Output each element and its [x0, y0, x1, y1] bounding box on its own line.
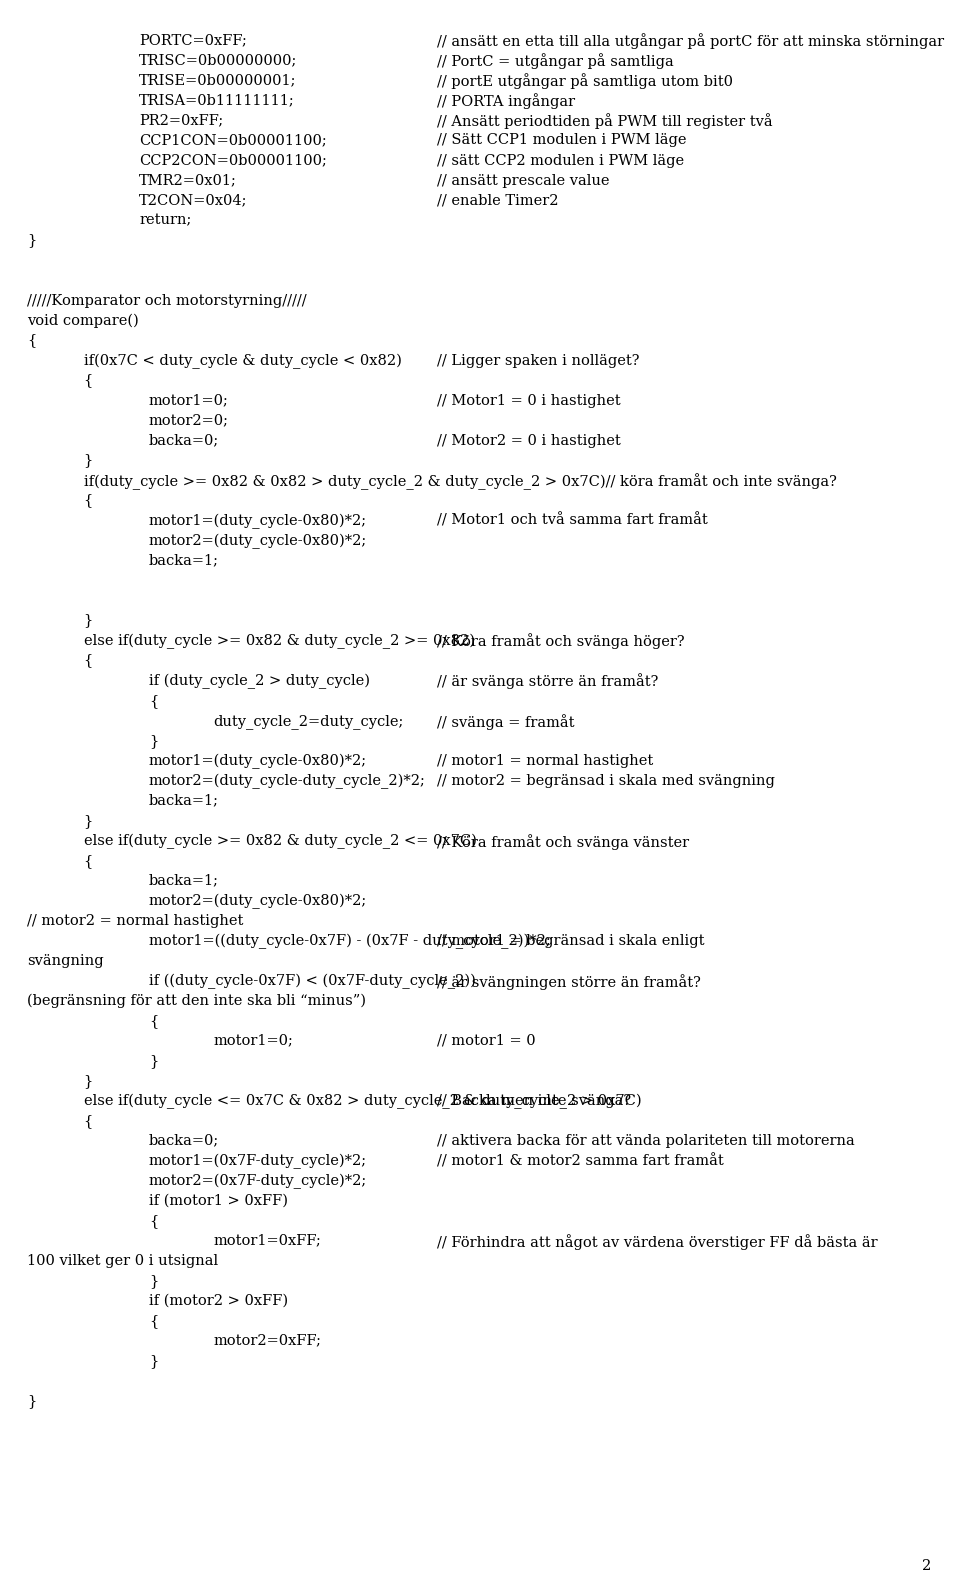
- Text: // motor1 = normal hastighet: // motor1 = normal hastighet: [437, 754, 653, 768]
- Text: backa=1;: backa=1;: [149, 794, 219, 808]
- Text: // enable Timer2: // enable Timer2: [437, 193, 559, 207]
- Text: // motor1 = begränsad i skala enligt: // motor1 = begränsad i skala enligt: [437, 934, 705, 948]
- Text: motor1=((duty_cycle-0x7F) - (0x7F - duty_cycle_2))*2;: motor1=((duty_cycle-0x7F) - (0x7F - duty…: [149, 934, 550, 948]
- Text: /////Komparator och motorstyrning/////: /////Komparator och motorstyrning/////: [27, 293, 306, 308]
- Text: // PortC = utgångar på samtliga: // PortC = utgångar på samtliga: [437, 54, 674, 70]
- Text: backa=0;: backa=0;: [149, 1133, 219, 1148]
- Text: // Köra framåt och svänga vänster: // Köra framåt och svänga vänster: [437, 834, 689, 850]
- Text: backa=1;: backa=1;: [149, 553, 219, 567]
- Text: // Förhindra att något av värdena överstiger FF då bästa är: // Förhindra att något av värdena överst…: [437, 1234, 877, 1250]
- Text: }: }: [84, 614, 93, 628]
- Text: // ansätt en etta till alla utgångar på portC för att minska störningar: // ansätt en etta till alla utgångar på …: [437, 33, 944, 49]
- Text: PORTC=0xFF;: PORTC=0xFF;: [139, 33, 247, 48]
- Text: motor2=(duty_cycle-duty_cycle_2)*2;: motor2=(duty_cycle-duty_cycle_2)*2;: [149, 773, 425, 789]
- Text: {: {: [149, 693, 158, 708]
- Text: // sätt CCP2 modulen i PWM läge: // sätt CCP2 modulen i PWM läge: [437, 153, 684, 167]
- Text: }: }: [84, 454, 93, 467]
- Text: // motor2 = normal hastighet: // motor2 = normal hastighet: [27, 913, 243, 928]
- Text: else if(duty_cycle <= 0x7C & 0x82 > duty_cycle_2 & duty_cycle_2 > 0x7C): else if(duty_cycle <= 0x7C & 0x82 > duty…: [84, 1093, 641, 1109]
- Text: motor1=0;: motor1=0;: [149, 394, 228, 408]
- Text: motor1=(duty_cycle-0x80)*2;: motor1=(duty_cycle-0x80)*2;: [149, 513, 367, 529]
- Text: PR2=0xFF;: PR2=0xFF;: [139, 113, 224, 128]
- Text: // motor1 & motor2 samma fart framåt: // motor1 & motor2 samma fart framåt: [437, 1154, 724, 1168]
- Text: motor2=(duty_cycle-0x80)*2;: motor2=(duty_cycle-0x80)*2;: [149, 894, 367, 909]
- Text: return;: return;: [139, 214, 192, 228]
- Text: motor2=0;: motor2=0;: [149, 413, 228, 427]
- Text: if(0x7C < duty_cycle & duty_cycle < 0x82): if(0x7C < duty_cycle & duty_cycle < 0x82…: [84, 354, 401, 368]
- Text: {: {: [84, 373, 93, 387]
- Text: }: }: [149, 1054, 158, 1068]
- Text: // Backa men inte svänga?: // Backa men inte svänga?: [437, 1093, 631, 1108]
- Text: // ansätt prescale value: // ansätt prescale value: [437, 174, 610, 188]
- Text: motor1=(0x7F-duty_cycle)*2;: motor1=(0x7F-duty_cycle)*2;: [149, 1154, 367, 1168]
- Text: {: {: [84, 494, 93, 507]
- Text: motor1=0xFF;: motor1=0xFF;: [213, 1234, 321, 1248]
- Text: // motor1 = 0: // motor1 = 0: [437, 1033, 536, 1047]
- Text: // Ligger spaken i nolläget?: // Ligger spaken i nolläget?: [437, 354, 639, 368]
- Text: svängning: svängning: [27, 953, 104, 968]
- Text: {: {: [27, 333, 36, 347]
- Text: if ((duty_cycle-0x7F) < (0x7F-duty_cycle_2)): if ((duty_cycle-0x7F) < (0x7F-duty_cycle…: [149, 974, 475, 988]
- Text: {: {: [84, 1114, 93, 1127]
- Text: }: }: [149, 733, 158, 748]
- Text: 2: 2: [922, 1559, 931, 1573]
- Text: 100 vilket ger 0 i utsignal: 100 vilket ger 0 i utsignal: [27, 1254, 218, 1267]
- Text: backa=1;: backa=1;: [149, 874, 219, 888]
- Text: }: }: [84, 813, 93, 827]
- Text: // motor2 = begränsad i skala med svängning: // motor2 = begränsad i skala med svängn…: [437, 773, 775, 787]
- Text: }: }: [27, 233, 36, 247]
- Text: }: }: [84, 1074, 93, 1087]
- Text: {: {: [84, 654, 93, 668]
- Text: {: {: [149, 1213, 158, 1227]
- Text: // svänga = framåt: // svänga = framåt: [437, 714, 574, 730]
- Text: else if(duty_cycle >= 0x82 & duty_cycle_2 >= 0x82): else if(duty_cycle >= 0x82 & duty_cycle_…: [84, 633, 474, 649]
- Text: if (motor2 > 0xFF): if (motor2 > 0xFF): [149, 1294, 288, 1307]
- Text: // är svänga större än framåt?: // är svänga större än framåt?: [437, 674, 659, 690]
- Text: // PORTA ingångar: // PORTA ingångar: [437, 94, 575, 110]
- Text: backa=0;: backa=0;: [149, 434, 219, 448]
- Text: // Ansätt periodtiden på PWM till register två: // Ansätt periodtiden på PWM till regist…: [437, 113, 773, 129]
- Text: // portE utgångar på samtliga utom bit0: // portE utgångar på samtliga utom bit0: [437, 73, 732, 89]
- Text: {: {: [149, 1313, 158, 1328]
- Text: // Motor1 och två samma fart framåt: // Motor1 och två samma fart framåt: [437, 513, 708, 528]
- Text: }: }: [27, 1393, 36, 1408]
- Text: void compare(): void compare(): [27, 314, 138, 328]
- Text: // Motor1 = 0 i hastighet: // Motor1 = 0 i hastighet: [437, 394, 620, 408]
- Text: if(duty_cycle >= 0x82 & 0x82 > duty_cycle_2 & duty_cycle_2 > 0x7C)// köra framåt: if(duty_cycle >= 0x82 & 0x82 > duty_cycl…: [84, 473, 836, 491]
- Text: }: }: [149, 1353, 158, 1368]
- Text: TRISE=0b00000001;: TRISE=0b00000001;: [139, 73, 297, 88]
- Text: // aktivera backa för att vända polariteten till motorerna: // aktivera backa för att vända polarite…: [437, 1133, 854, 1148]
- Text: else if(duty_cycle >= 0x82 & duty_cycle_2 <= 0x7C): else if(duty_cycle >= 0x82 & duty_cycle_…: [84, 834, 476, 850]
- Text: duty_cycle_2=duty_cycle;: duty_cycle_2=duty_cycle;: [213, 714, 403, 728]
- Text: }: }: [149, 1274, 158, 1288]
- Text: if (motor1 > 0xFF): if (motor1 > 0xFF): [149, 1194, 288, 1208]
- Text: if (duty_cycle_2 > duty_cycle): if (duty_cycle_2 > duty_cycle): [149, 674, 370, 689]
- Text: motor2=(duty_cycle-0x80)*2;: motor2=(duty_cycle-0x80)*2;: [149, 534, 367, 548]
- Text: TRISC=0b00000000;: TRISC=0b00000000;: [139, 54, 298, 67]
- Text: // Köra framåt och svänga höger?: // Köra framåt och svänga höger?: [437, 633, 684, 649]
- Text: motor1=0;: motor1=0;: [213, 1033, 293, 1047]
- Text: TRISA=0b11111111;: TRISA=0b11111111;: [139, 94, 295, 107]
- Text: CCP1CON=0b00001100;: CCP1CON=0b00001100;: [139, 134, 327, 148]
- Text: (begränsning för att den inte ska bli “minus”): (begränsning för att den inte ska bli “m…: [27, 993, 366, 1007]
- Text: // Sätt CCP1 modulen i PWM läge: // Sätt CCP1 modulen i PWM läge: [437, 134, 686, 148]
- Text: CCP2CON=0b00001100;: CCP2CON=0b00001100;: [139, 153, 327, 167]
- Text: T2CON=0x04;: T2CON=0x04;: [139, 193, 248, 207]
- Text: TMR2=0x01;: TMR2=0x01;: [139, 174, 237, 188]
- Text: // Motor2 = 0 i hastighet: // Motor2 = 0 i hastighet: [437, 434, 620, 448]
- Text: motor1=(duty_cycle-0x80)*2;: motor1=(duty_cycle-0x80)*2;: [149, 754, 367, 768]
- Text: {: {: [84, 854, 93, 867]
- Text: {: {: [149, 1014, 158, 1028]
- Text: motor2=0xFF;: motor2=0xFF;: [213, 1334, 321, 1349]
- Text: // är svängningen större än framåt?: // är svängningen större än framåt?: [437, 974, 701, 990]
- Text: motor2=(0x7F-duty_cycle)*2;: motor2=(0x7F-duty_cycle)*2;: [149, 1173, 367, 1189]
